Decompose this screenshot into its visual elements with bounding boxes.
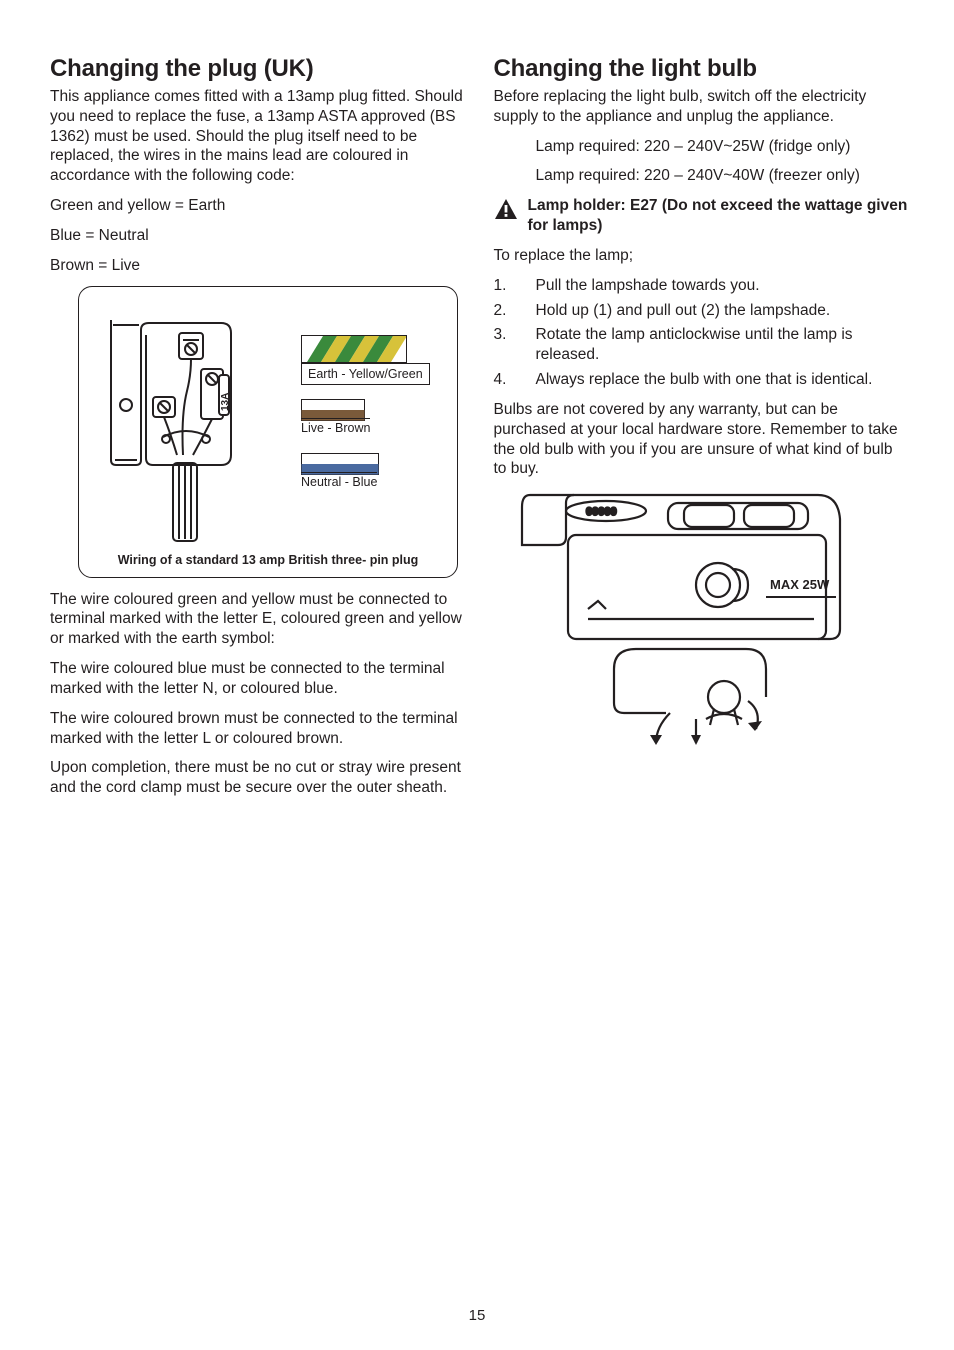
plug-figure-caption: Wiring of a standard 13 amp British thre… [91, 553, 445, 567]
page-number: 15 [0, 1307, 954, 1324]
plug-diagram-svg: 13A [91, 305, 286, 545]
earth-wire-label-text: Earth - Yellow/Green [301, 363, 430, 385]
max-watt-text: MAX 25W [770, 577, 830, 592]
warning-text: Lamp holder: E27 (Do not exceed the watt… [528, 196, 910, 236]
neutral-wire-label-text: Neutral - Blue [301, 472, 377, 489]
two-column-layout: Changing the plug (UK) This appliance co… [50, 55, 909, 808]
plug-para-completion: Upon completion, there must be no cut or… [50, 758, 466, 798]
plug-figure: Earth - Yellow/Green Live - Brown Neutra [78, 286, 458, 578]
step-2: Hold up (1) and pull out (2) the lampsha… [494, 301, 910, 321]
earth-wire-label: Earth - Yellow/Green [301, 363, 430, 385]
plug-para-neutral: The wire coloured blue must be connected… [50, 659, 466, 699]
step-1: Pull the lampshade towards you. [494, 276, 910, 296]
lamp-req-fridge: Lamp required: 220 – 240V~25W (fridge on… [536, 137, 910, 157]
wire-live: Brown = Live [50, 256, 466, 276]
wire-neutral: Blue = Neutral [50, 226, 466, 246]
right-column: Changing the light bulb Before replacing… [494, 55, 910, 808]
warning-row: Lamp holder: E27 (Do not exceed the watt… [494, 196, 910, 236]
svg-text:00000: 00000 [586, 506, 617, 518]
bulb-intro: Before replacing the light bulb, switch … [494, 87, 910, 127]
page: Changing the plug (UK) This appliance co… [0, 0, 954, 1350]
lamp-figure: 00000 MAX 25W [518, 489, 848, 754]
left-column: Changing the plug (UK) This appliance co… [50, 55, 466, 808]
step-3: Rotate the lamp anticlockwise until the … [494, 325, 910, 365]
plug-para-earth: The wire coloured green and yellow must … [50, 590, 466, 649]
lamp-req-freezer: Lamp required: 220 – 240V~40W (freezer o… [536, 166, 910, 186]
bulb-warranty-note: Bulbs are not covered by any warranty, b… [494, 400, 910, 479]
plug-intro: This appliance comes fitted with a 13amp… [50, 87, 466, 186]
to-replace-intro: To replace the lamp; [494, 246, 910, 266]
live-wire-label: Live - Brown [301, 421, 370, 435]
warning-triangle-icon [494, 198, 518, 220]
earth-wire-swatch [301, 335, 407, 366]
replace-steps-list: Pull the lampshade towards you. Hold up … [494, 276, 910, 390]
live-wire-label-text: Live - Brown [301, 418, 370, 435]
heading-bulb: Changing the light bulb [494, 55, 910, 83]
heading-plug: Changing the plug (UK) [50, 55, 466, 83]
plug-para-live: The wire coloured brown must be connecte… [50, 709, 466, 749]
step-4: Always replace the bulb with one that is… [494, 370, 910, 390]
plug-figure-body: Earth - Yellow/Green Live - Brown Neutra [91, 305, 445, 545]
wire-earth: Green and yellow = Earth [50, 196, 466, 216]
neutral-wire-label: Neutral - Blue [301, 475, 377, 489]
lamp-diagram-svg: 00000 MAX 25W [518, 489, 848, 749]
fuse-rating-text: 13A [220, 392, 231, 410]
